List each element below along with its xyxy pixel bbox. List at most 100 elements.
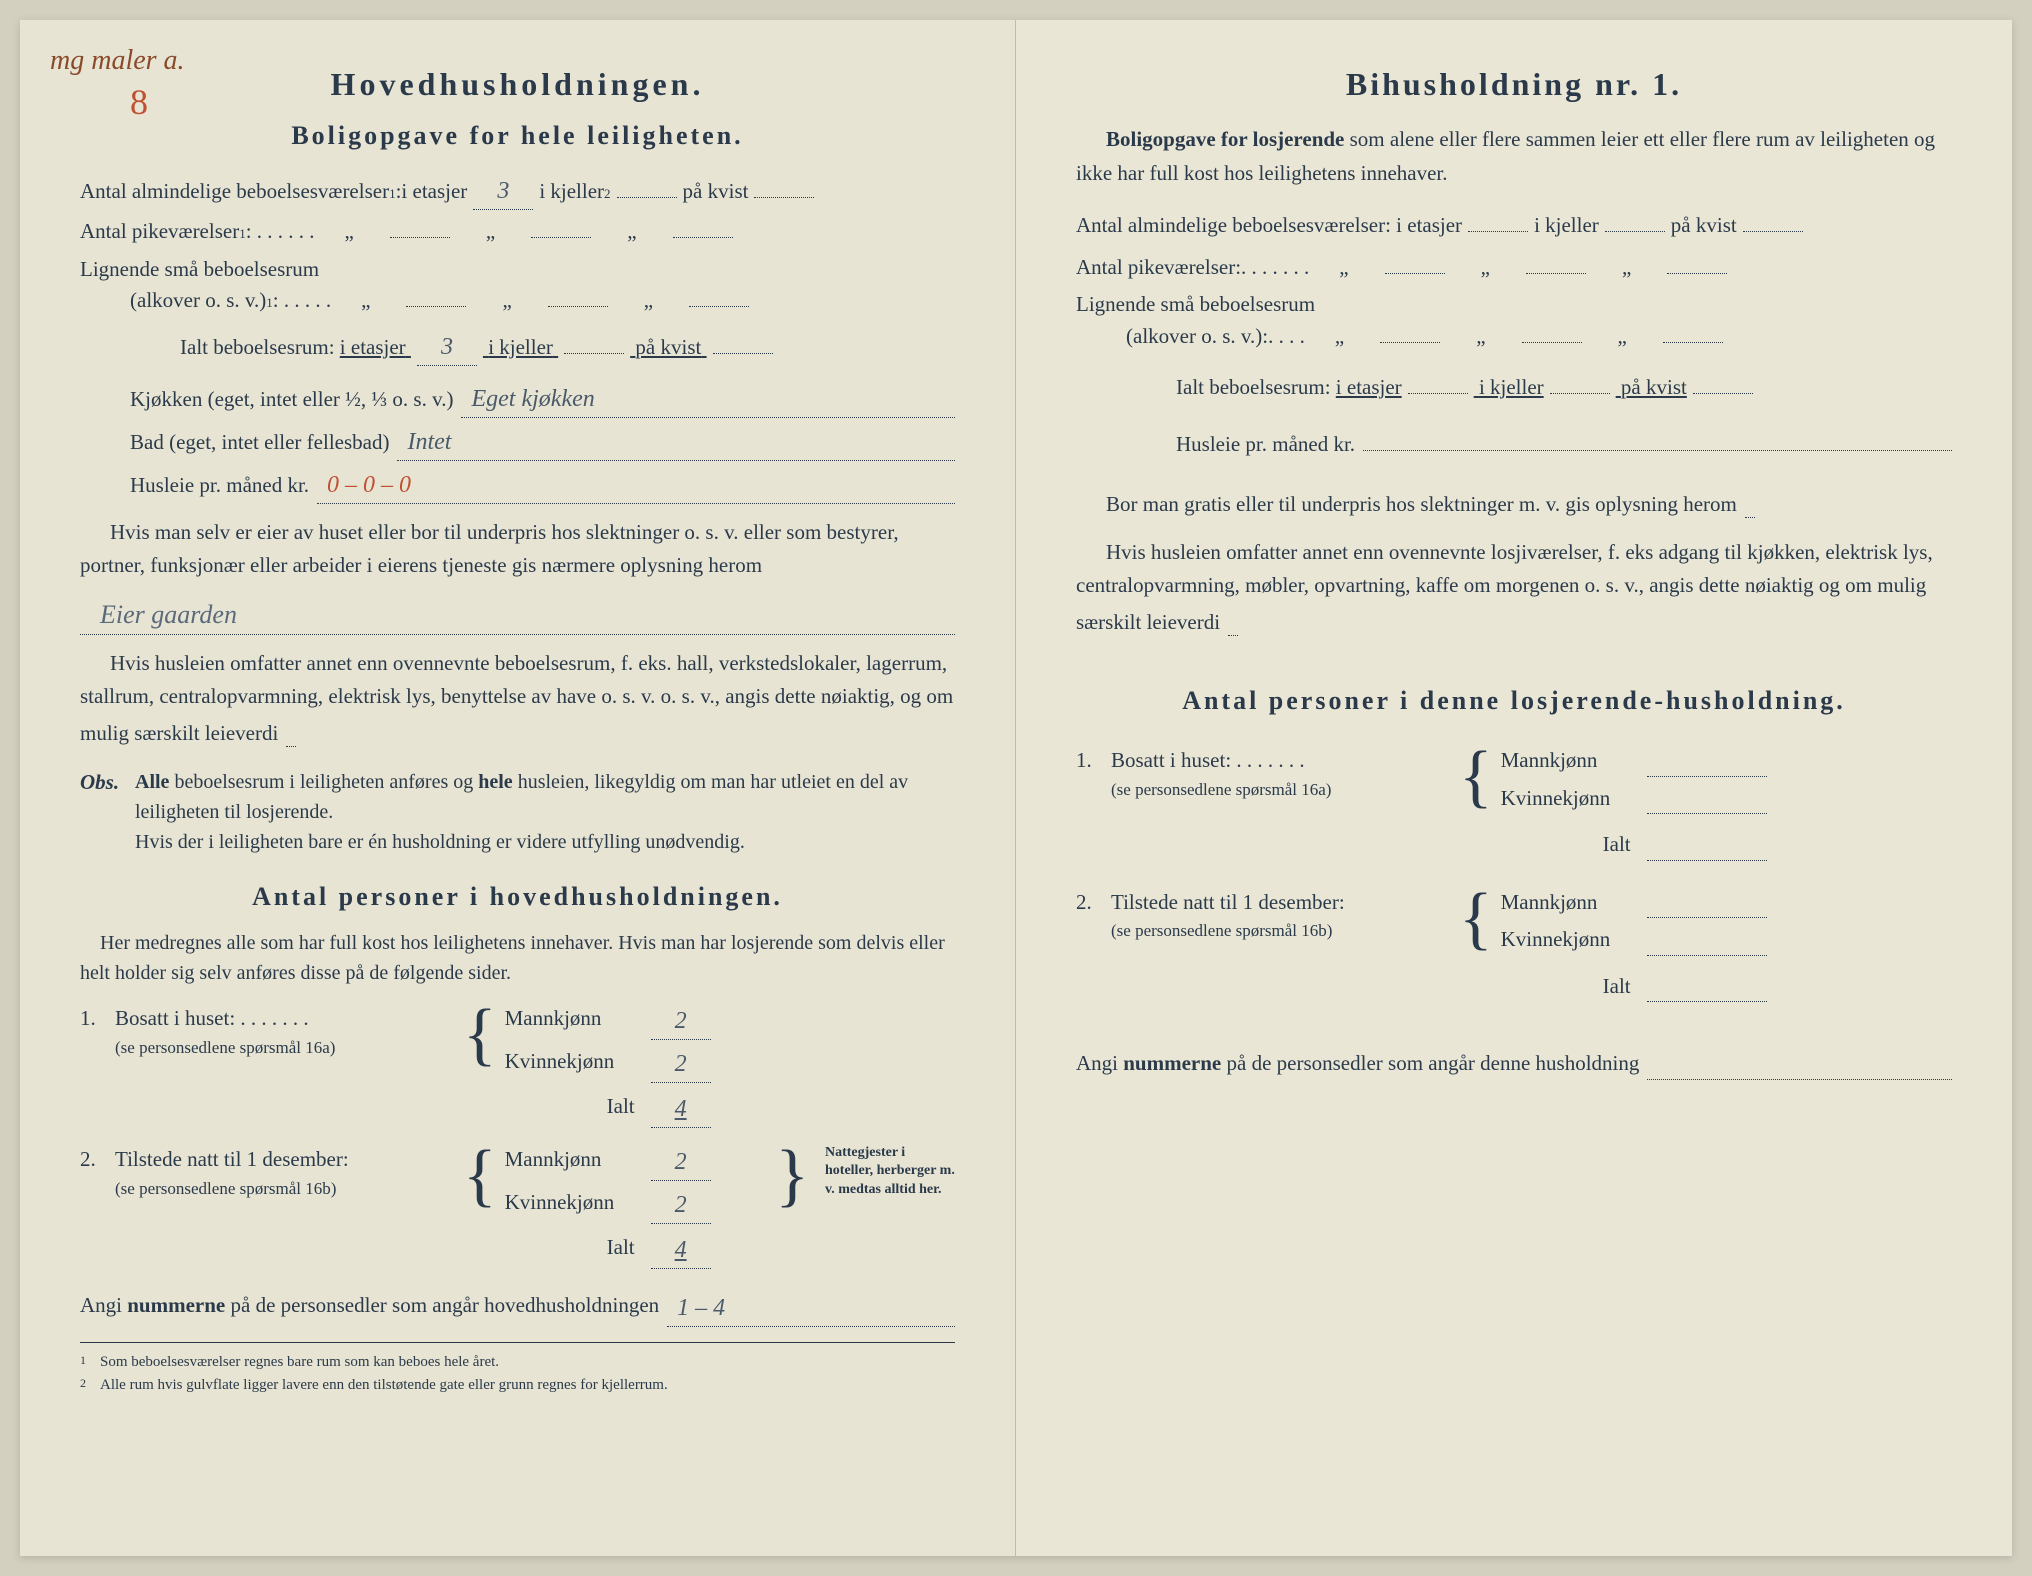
pike-label: Antal pikeværelser [80, 216, 239, 248]
husleie-value: 0 – 0 – 0 [317, 467, 955, 504]
pike-line: Antal pikeværelser1: . . . . . . „ „ „ [80, 216, 955, 248]
rooms-line: Antal almindelige beboelsesværelser1: i … [80, 173, 955, 210]
brace-icon: { [463, 1003, 497, 1066]
q1-sublabel: (se personsedlene spørsmål 16a) [115, 1035, 455, 1061]
footnote-1: Som beboelsesværelser regnes bare rum so… [100, 1351, 499, 1374]
r-ialt-kv-label: på kvist [1621, 375, 1687, 399]
para-ownership: Hvis man selv er eier av huset eller bor… [80, 516, 955, 583]
al-et [406, 306, 466, 307]
bad-line: Bad (eget, intet eller fellesbad) Intet [80, 424, 955, 461]
r-ialt-label: Ialt beboelsesrum: [1176, 372, 1331, 404]
r-et-val [1468, 231, 1528, 232]
annotation-number: 8 [130, 75, 148, 129]
q2-label: Tilstede natt til 1 desember: [115, 1147, 349, 1171]
bad-value: Intet [397, 424, 955, 461]
r-lignende-label: Lignende små beboelsesrum [1076, 289, 1952, 321]
r-al-et [1380, 342, 1440, 343]
r-q2-t [1647, 971, 1767, 1003]
ditto: „ [644, 285, 653, 317]
annotation-top: mg maler a. [50, 40, 185, 82]
ditto: „ [486, 216, 495, 248]
kjokken-label: Kjøkken (eget, intet eller ½, ⅓ o. s. v.… [130, 384, 453, 416]
r-q1-sublabel: (se personsedlene spørsmål 16a) [1111, 777, 1451, 803]
ditto: „ [361, 285, 370, 317]
r-q1-label: Bosatt i huset: [1111, 748, 1231, 772]
ialt-et-label: i etasjer [340, 335, 406, 359]
ialt-label: Ialt beboelsesrum: [180, 332, 335, 364]
r-et-label: i etasjer [1396, 210, 1462, 242]
right-title: Bihusholdning nr. 1. [1076, 60, 1952, 108]
r-ialt-et [1408, 393, 1468, 394]
ownership-value: Eier gaarden [80, 595, 955, 635]
r-al-kj [1522, 342, 1582, 343]
brace-icon: { [1459, 887, 1493, 950]
r-mann-label2: Mannkjønn [1501, 887, 1641, 919]
sub-title: Boligopgave for hele leiligheten. [80, 116, 955, 155]
husleie-line: Husleie pr. måned kr. 0 – 0 – 0 [80, 467, 955, 504]
brace-close-icon: } [775, 1144, 809, 1207]
r-q2-k [1647, 924, 1767, 956]
q1-mann-val: 2 [651, 1003, 711, 1040]
para-extras: Hvis husleien omfatter annet enn ovennev… [80, 647, 955, 753]
ialt-kv-val [713, 353, 773, 354]
q2-row: 2. Tilstede natt til 1 desember: (se per… [80, 1144, 955, 1275]
ialt-label: Ialt [505, 1091, 645, 1128]
alkover-label: (alkover o. s. v.) [130, 285, 266, 317]
r-ialt-kv [1693, 393, 1753, 394]
q2-sublabel: (se personsedlene spørsmål 16b) [115, 1176, 455, 1202]
q1-num: 1. [80, 1003, 115, 1035]
r-q1-t [1647, 829, 1767, 861]
r-pike-line: Antal pikeværelser: . . . . . . . „ „ „ [1076, 252, 1952, 284]
r-ialt-kj-label: i kjeller [1479, 375, 1544, 399]
pike-et [390, 237, 450, 238]
ialt-line: Ialt beboelsesrum: i etasjer 3 i kjeller… [80, 329, 955, 366]
q2-kvinne-val: 2 [651, 1187, 711, 1224]
fn1-num: 1 [80, 1351, 100, 1374]
obs-block: Obs. Alle beboelsesrum i leiligheten anf… [80, 767, 955, 857]
kvinne-label2: Kvinnekjønn [505, 1187, 645, 1224]
r-kv-label: på kvist [1671, 210, 1737, 242]
r-kj-val [1605, 231, 1665, 232]
husleie-label: Husleie pr. måned kr. [130, 470, 309, 502]
sup-1b: 1 [239, 224, 246, 244]
r-rooms-line: Antal almindelige beboelsesværelser: i e… [1076, 210, 1952, 242]
brace-icon: { [463, 1144, 497, 1207]
r-para1: Bor man gratis eller til underpris hos s… [1076, 485, 1952, 523]
mann-label: Mannkjønn [505, 1003, 645, 1040]
r-ialt-label2: Ialt [1501, 971, 1641, 1003]
kvinne-label: Kvinnekjønn [505, 1046, 645, 1083]
al-kv [689, 306, 749, 307]
etasjer-value: 3 [473, 173, 533, 210]
section2-intro: Her medregnes alle som har full kost hos… [80, 928, 955, 988]
footnotes: 1Som beboelsesværelser regnes bare rum s… [80, 1342, 955, 1396]
brace-icon: { [1459, 745, 1493, 808]
side-note: Nattegjester i hoteller, herberger m. v.… [825, 1144, 955, 1199]
r-kv-val [1743, 231, 1803, 232]
q2-total-val: 4 [651, 1232, 711, 1269]
sup-1c: 1 [266, 293, 273, 313]
ditto: „ [1335, 321, 1344, 353]
ditto: „ [1622, 252, 1631, 284]
r-al-kv [1663, 342, 1723, 343]
r-husleie-line: Husleie pr. måned kr. [1076, 429, 1952, 461]
r-kj-label: i kjeller [1534, 210, 1599, 242]
ialt-kv-label: på kvist [635, 335, 701, 359]
r-rooms-label: Antal almindelige beboelsesværelser: [1076, 210, 1391, 242]
fn2-num: 2 [80, 1374, 100, 1397]
r-para2-text: Hvis husleien omfatter annet enn ovennev… [1076, 540, 1933, 634]
angi-text: Angi nummerne på de personsedler som ang… [80, 1290, 659, 1327]
extras-value [286, 720, 296, 747]
r-angi-val [1647, 1048, 1952, 1080]
ialt-kj-label: i kjeller [488, 335, 553, 359]
r-q1-k [1647, 783, 1767, 815]
r-q1-num: 1. [1076, 745, 1111, 777]
kvist-label: på kvist [683, 176, 749, 208]
r-section2-title: Antal personer i denne losjerende-hushol… [1076, 681, 1952, 720]
kvist-value [754, 197, 814, 198]
r-pike-kv [1667, 273, 1727, 274]
r-q2-sublabel: (se personsedlene spørsmål 16b) [1111, 918, 1451, 944]
ditto: „ [1339, 252, 1348, 284]
sup-2: 2 [604, 184, 611, 204]
r-q2-num: 2. [1076, 887, 1111, 919]
bad-label: Bad (eget, intet eller fellesbad) [130, 427, 389, 459]
